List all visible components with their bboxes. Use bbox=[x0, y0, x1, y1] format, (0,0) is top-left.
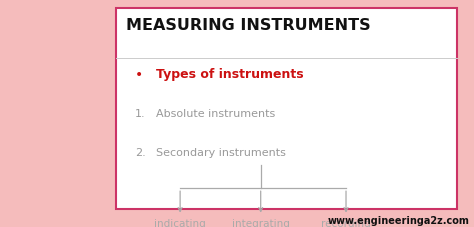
Text: indicating: indicating bbox=[154, 218, 206, 227]
Text: integrating: integrating bbox=[232, 218, 290, 227]
Text: 2.: 2. bbox=[135, 148, 146, 158]
Text: •: • bbox=[135, 68, 143, 82]
Text: Types of instruments: Types of instruments bbox=[156, 68, 304, 81]
Text: 1.: 1. bbox=[135, 109, 146, 119]
FancyBboxPatch shape bbox=[116, 9, 457, 209]
Text: recording: recording bbox=[321, 218, 371, 227]
Text: Secondary instruments: Secondary instruments bbox=[156, 148, 286, 158]
Text: Absolute instruments: Absolute instruments bbox=[156, 109, 276, 119]
Text: www.engineeringa2z.com: www.engineeringa2z.com bbox=[328, 215, 469, 225]
Text: MEASURING INSTRUMENTS: MEASURING INSTRUMENTS bbox=[126, 18, 370, 33]
